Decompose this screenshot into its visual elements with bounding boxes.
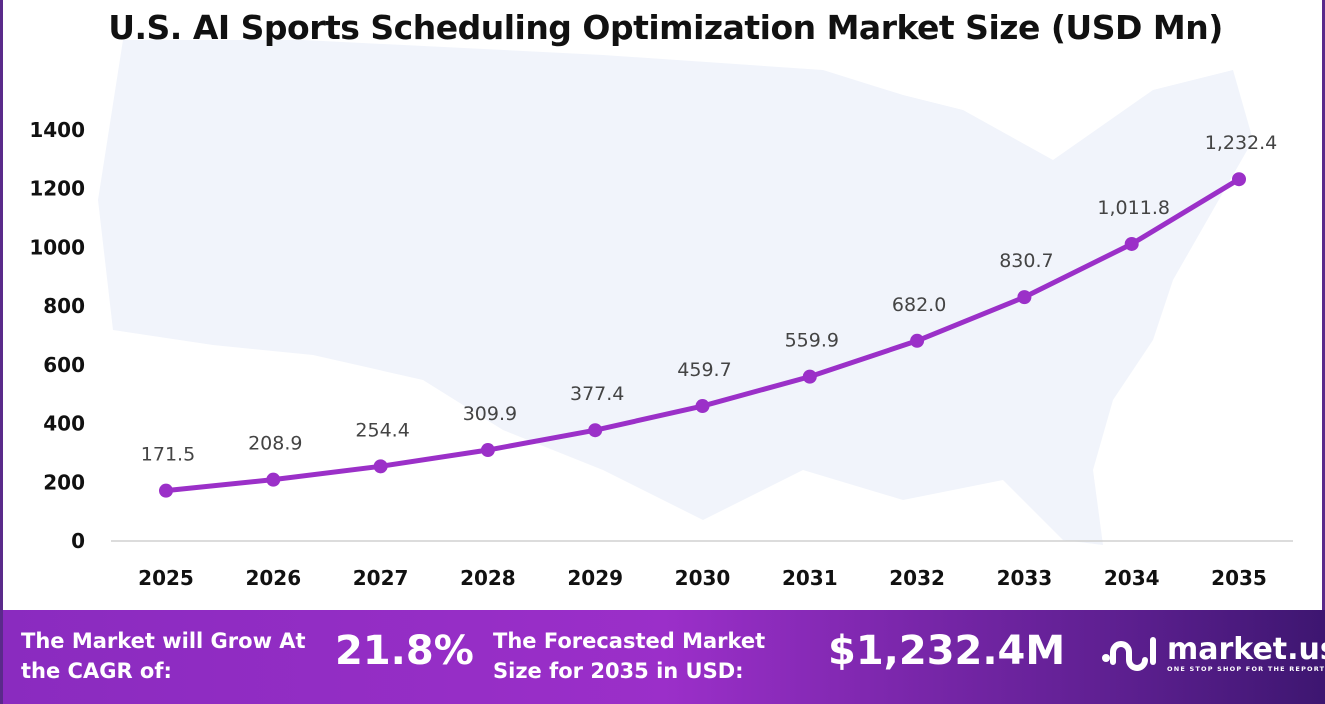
x-tick-label: 2032	[889, 566, 945, 590]
data-point	[910, 333, 925, 348]
footer-banner: The Market will Grow At the CAGR of: 21.…	[3, 610, 1325, 704]
data-label: 309.9	[463, 403, 517, 425]
y-tick-label: 800	[43, 294, 85, 318]
forecast-value: $1,232.4M	[828, 628, 1066, 674]
x-tick-label: 2029	[567, 566, 623, 590]
forecast-label: The Forecasted Market Size for 2035 in U…	[493, 629, 766, 683]
data-point	[1017, 290, 1032, 305]
x-tick-label: 2034	[1104, 566, 1160, 590]
x-tick-label: 2025	[138, 566, 194, 590]
logo-name: market.us	[1167, 632, 1325, 667]
data-point	[802, 369, 817, 384]
us-map-silhouette	[98, 40, 1253, 545]
x-tick-label: 2030	[675, 566, 731, 590]
data-label: 377.4	[570, 383, 624, 405]
data-point	[1232, 172, 1246, 187]
y-tick-label: 400	[43, 412, 85, 436]
y-tick-label: 200	[43, 470, 85, 494]
data-point	[266, 472, 281, 487]
cagr-value: 21.8%	[335, 628, 474, 674]
data-label: 1,011.8	[1097, 197, 1170, 219]
y-tick-label: 1000	[29, 235, 85, 259]
y-tick-label: 1200	[29, 177, 85, 201]
x-tick-label: 2028	[460, 566, 516, 590]
data-label: 459.7	[677, 359, 731, 381]
data-label: 254.4	[355, 419, 409, 441]
x-tick-label: 2035	[1211, 566, 1267, 590]
data-point	[480, 443, 495, 458]
x-tick-label: 2031	[782, 566, 838, 590]
data-point	[588, 423, 603, 438]
data-label: 830.7	[999, 250, 1053, 272]
y-tick-label: 1400	[29, 118, 85, 142]
cagr-label: The Market will Grow At the CAGR of:	[21, 629, 306, 683]
data-label: 1,232.4	[1205, 132, 1278, 154]
line-chart: 0 200 400 600 800 1000 1200 1400 2025 2026 2027 202…	[29, 40, 1293, 590]
data-label: 682.0	[892, 294, 946, 316]
data-label: 171.5	[141, 444, 195, 466]
data-point	[695, 399, 710, 414]
data-label: 559.9	[785, 330, 839, 352]
x-tick-label: 2033	[997, 566, 1053, 590]
data-label: 208.9	[248, 433, 302, 455]
chart-title: U.S. AI Sports Scheduling Optimization M…	[108, 8, 1223, 47]
data-point	[373, 459, 388, 474]
logo-icon	[1102, 637, 1156, 671]
logo-tagline: ONE STOP SHOP FOR THE REPORTS	[1167, 665, 1325, 673]
market-us-logo: market.us ONE STOP SHOP FOR THE REPORTS	[1101, 632, 1325, 676]
data-point	[1124, 236, 1139, 251]
y-tick-label: 600	[43, 353, 85, 377]
x-tick-label: 2027	[353, 566, 409, 590]
data-point	[159, 483, 173, 498]
x-tick-label: 2026	[245, 566, 301, 590]
y-tick-label: 0	[71, 529, 85, 553]
